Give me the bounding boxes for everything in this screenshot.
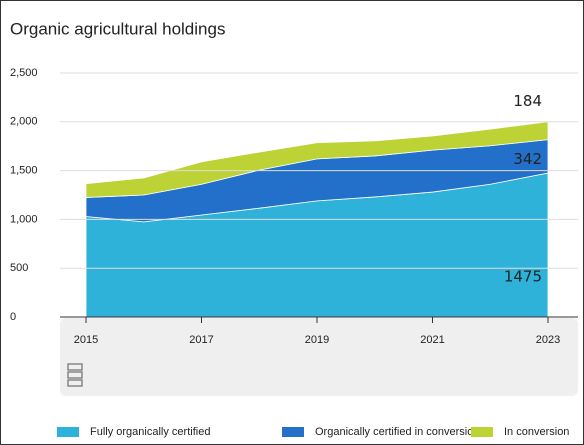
legend-swatch xyxy=(471,427,493,437)
legend-label: In conversion xyxy=(504,426,569,438)
chart-title: Organic agricultural holdings xyxy=(10,19,225,38)
footer-panel xyxy=(60,318,578,396)
legend-label: Organically certified in conversion xyxy=(315,426,479,438)
logo xyxy=(67,363,83,387)
data-label: 1475 xyxy=(504,268,542,286)
y-tick-label: 1,500 xyxy=(10,165,38,177)
x-tick-label: 2023 xyxy=(536,334,560,346)
y-tick-label: 0 xyxy=(10,311,16,323)
legend-swatch xyxy=(282,427,304,437)
x-tick-label: 2019 xyxy=(305,334,329,346)
y-tick-label: 2,500 xyxy=(10,67,38,79)
area xyxy=(85,121,549,198)
x-tick-label: 2015 xyxy=(74,334,98,346)
areas xyxy=(85,121,549,318)
data-label: 184 xyxy=(513,92,542,110)
y-tick-label: 2,000 xyxy=(10,116,38,128)
legend-label: Fully organically certified xyxy=(90,426,210,438)
x-tick-label: 2017 xyxy=(189,334,213,346)
y-tick-label: 1,000 xyxy=(10,213,38,225)
y-tick-label: 500 xyxy=(10,262,28,274)
x-tick-label: 2021 xyxy=(420,334,444,346)
legend-swatch xyxy=(57,427,79,437)
data-label: 342 xyxy=(513,150,542,168)
